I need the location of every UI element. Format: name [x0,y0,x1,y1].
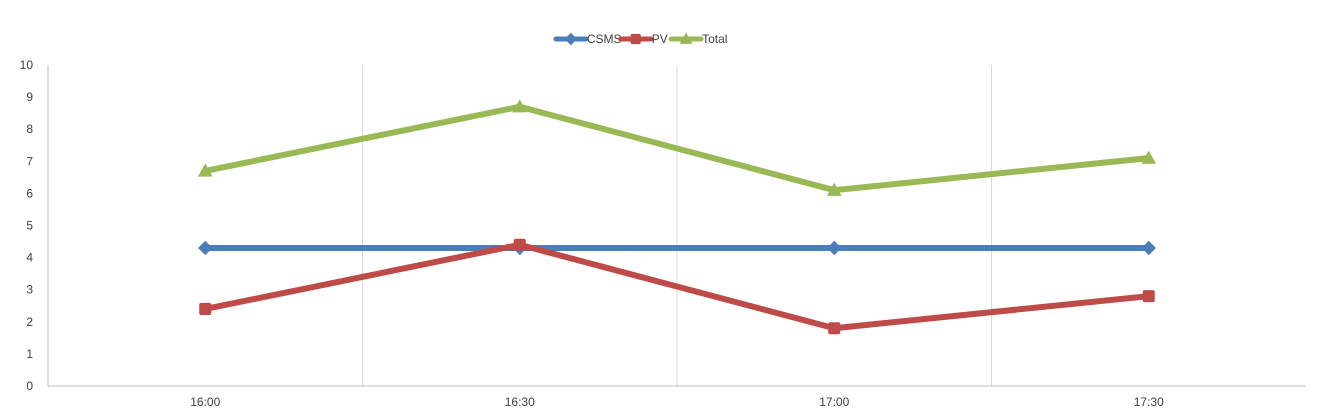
legend-label: Total [702,32,727,46]
y-tick-label: 9 [26,90,33,104]
gridlines [362,65,992,386]
y-tick-label: 0 [26,379,33,393]
data-point-total [1141,150,1157,164]
legend-label: CSMS [587,32,622,46]
x-tick-label: 17:30 [1134,395,1164,409]
axes [47,65,1306,387]
x-tick-label: 16:30 [505,395,535,409]
x-axis-ticks: 16:00 16:30 17:00 17:30 [190,395,1164,409]
data-point-total [512,99,528,113]
y-tick-label: 4 [26,251,33,265]
y-tick-label: 7 [26,154,33,168]
y-tick-label: 6 [26,186,33,200]
data-point-total [826,182,842,196]
legend-swatch-marker [564,32,578,46]
data-point-pv [828,322,841,335]
y-tick-label: 3 [26,283,33,297]
series-total [197,99,1157,196]
legend-label: PV [652,32,668,46]
y-tick-label: 1 [26,347,33,361]
data-point-total [197,163,213,177]
y-axis-ticks: 0 1 2 3 4 5 6 7 8 9 10 [20,58,34,393]
legend-swatch-marker [630,33,641,45]
legend-entry-csms: CSMS [553,32,622,46]
legend: CSMS PV Total [553,32,727,46]
y-tick-label: 5 [26,219,33,233]
data-point-pv [199,302,212,315]
y-tick-label: 2 [26,315,33,329]
data-point-csms [198,240,213,256]
series-pv [199,238,1155,335]
y-tick-label: 8 [26,122,33,136]
legend-swatch-marker [679,32,693,44]
series-lines [197,99,1157,335]
x-tick-label: 17:00 [819,395,849,409]
series-line-pv [202,241,1152,332]
y-tick-label: 10 [20,58,34,72]
series-line-total [202,103,1152,194]
legend-entry-total: Total [668,32,727,46]
data-point-csms [827,240,842,256]
x-tick-label: 16:00 [190,395,220,409]
data-point-pv [1142,290,1155,303]
legend-entry-pv: PV [618,32,668,46]
data-point-csms [1141,240,1156,256]
data-point-pv [513,238,526,251]
